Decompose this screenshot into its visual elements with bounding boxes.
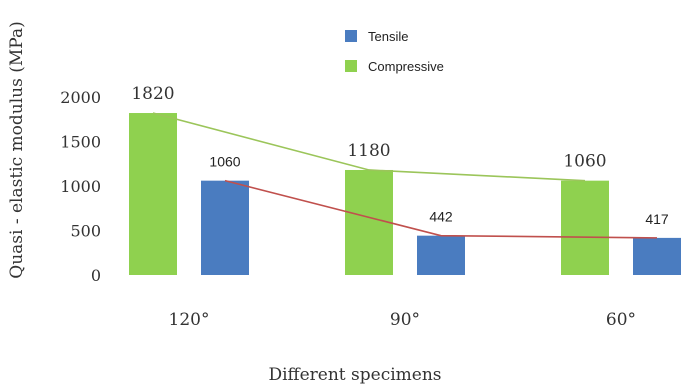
x-tick-label: 90° <box>390 310 420 330</box>
y-axis-label: Quasi - elastic modulus (MPa) <box>7 21 27 278</box>
bar-compressive-0 <box>129 113 177 276</box>
y-tick-label: 0 <box>91 266 101 285</box>
x-tick-label: 60° <box>606 310 636 330</box>
bar-compressive-2 <box>561 180 609 275</box>
trend-line-compressive <box>152 112 586 182</box>
y-tick-label: 2000 <box>60 88 101 107</box>
bar-tensile-1 <box>417 235 465 275</box>
legend-swatch-tensile <box>345 30 357 42</box>
y-axis: 0 500 1000 1500 2000 <box>60 88 101 285</box>
data-label-compressive-0: 1820 <box>131 84 174 104</box>
data-label-bg <box>635 208 679 229</box>
x-axis: 120° 90° 60° <box>169 310 637 330</box>
data-label-bg <box>203 151 247 172</box>
data-label-tensile-2: 417 <box>645 211 669 227</box>
bar-tensile-2 <box>633 237 681 275</box>
data-label-bg <box>419 206 463 227</box>
y-tick-label: 1500 <box>60 133 101 152</box>
y-tick-label: 1000 <box>60 177 101 196</box>
trend-lines <box>152 112 658 239</box>
bars <box>129 113 681 276</box>
y-tick-label: 500 <box>70 222 101 241</box>
data-label-compressive-1: 1180 <box>347 141 390 161</box>
x-tick-label: 120° <box>169 310 210 330</box>
legend-label-tensile: Tensile <box>368 29 408 44</box>
legend: Tensile Compressive <box>345 29 444 74</box>
legend-label-compressive: Compressive <box>368 59 444 74</box>
trend-line-tensile <box>224 179 658 239</box>
data-label-tensile-0: 1060 <box>209 154 240 170</box>
data-label-compressive-2: 1060 <box>563 152 606 172</box>
bar-tensile-0 <box>201 180 249 275</box>
data-labels: 1060 442 417 1820 1180 1060 <box>131 84 679 229</box>
data-label-tensile-1: 442 <box>429 209 453 225</box>
legend-swatch-compressive <box>345 60 357 72</box>
x-axis-label: Different specimens <box>268 365 441 385</box>
bar-compressive-1 <box>345 169 393 275</box>
